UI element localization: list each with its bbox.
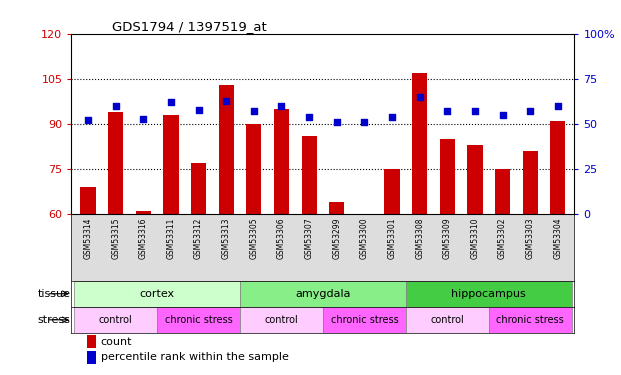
Point — [111, 103, 120, 109]
Bar — [406, 307, 489, 333]
Bar — [80, 187, 96, 214]
Point — [497, 112, 507, 118]
Bar — [74, 307, 157, 333]
Point — [553, 103, 563, 109]
Point — [276, 103, 286, 109]
Text: amygdala: amygdala — [295, 289, 351, 299]
Text: tissue: tissue — [38, 289, 71, 299]
Point — [442, 108, 452, 114]
Text: GSM53300: GSM53300 — [360, 217, 369, 259]
Text: GSM53315: GSM53315 — [111, 217, 120, 259]
Text: control: control — [265, 315, 298, 325]
Text: GSM53299: GSM53299 — [332, 217, 341, 259]
Bar — [163, 115, 178, 214]
Point — [415, 94, 425, 100]
Text: GSM53306: GSM53306 — [277, 217, 286, 259]
Text: GSM53307: GSM53307 — [305, 217, 314, 259]
Text: count: count — [101, 336, 132, 346]
Text: GSM53302: GSM53302 — [498, 217, 507, 259]
Bar — [384, 169, 400, 214]
Text: chronic stress: chronic stress — [165, 315, 232, 325]
Point — [525, 108, 535, 114]
Bar — [550, 121, 566, 214]
Point — [360, 119, 369, 125]
Text: chronic stress: chronic stress — [330, 315, 398, 325]
Bar — [86, 335, 96, 348]
Text: GSM53308: GSM53308 — [415, 217, 424, 259]
Text: control: control — [99, 315, 132, 325]
Text: hippocampus: hippocampus — [451, 289, 526, 299]
Point — [387, 114, 397, 120]
Point — [138, 116, 148, 122]
Bar — [240, 280, 406, 307]
Point — [470, 108, 480, 114]
Bar — [246, 124, 261, 214]
Bar — [489, 307, 572, 333]
Point — [332, 119, 342, 125]
Bar — [440, 139, 455, 214]
Bar — [135, 211, 151, 214]
Point — [166, 99, 176, 105]
Point — [83, 117, 93, 123]
Text: stress: stress — [38, 315, 71, 325]
Point — [249, 108, 259, 114]
Text: cortex: cortex — [140, 289, 175, 299]
Text: control: control — [430, 315, 464, 325]
Bar — [323, 307, 406, 333]
Bar — [219, 85, 233, 214]
Bar — [412, 73, 427, 214]
Text: GSM53309: GSM53309 — [443, 217, 452, 259]
Bar — [523, 151, 538, 214]
Bar — [329, 202, 344, 214]
Text: GSM53311: GSM53311 — [166, 217, 175, 259]
Point — [194, 106, 204, 112]
Text: GSM53301: GSM53301 — [388, 217, 397, 259]
Point — [304, 114, 314, 120]
Text: GSM53313: GSM53313 — [222, 217, 230, 259]
Bar — [74, 280, 240, 307]
Bar — [157, 307, 240, 333]
Text: GSM53305: GSM53305 — [249, 217, 258, 259]
Bar — [191, 163, 206, 214]
Bar — [274, 109, 289, 214]
Text: GSM53303: GSM53303 — [526, 217, 535, 259]
Text: GSM53312: GSM53312 — [194, 217, 203, 259]
Text: GSM53310: GSM53310 — [471, 217, 479, 259]
Text: GDS1794 / 1397519_at: GDS1794 / 1397519_at — [112, 20, 266, 33]
Text: GSM53304: GSM53304 — [553, 217, 563, 259]
Text: chronic stress: chronic stress — [496, 315, 564, 325]
Bar — [468, 145, 483, 214]
Bar — [495, 169, 510, 214]
Bar — [240, 307, 323, 333]
Point — [221, 98, 231, 104]
Text: GSM53314: GSM53314 — [83, 217, 93, 259]
Bar — [406, 280, 572, 307]
Bar — [302, 136, 317, 214]
Bar — [86, 351, 96, 364]
Bar — [108, 112, 123, 214]
Text: GSM53316: GSM53316 — [138, 217, 148, 259]
Text: percentile rank within the sample: percentile rank within the sample — [101, 352, 289, 362]
